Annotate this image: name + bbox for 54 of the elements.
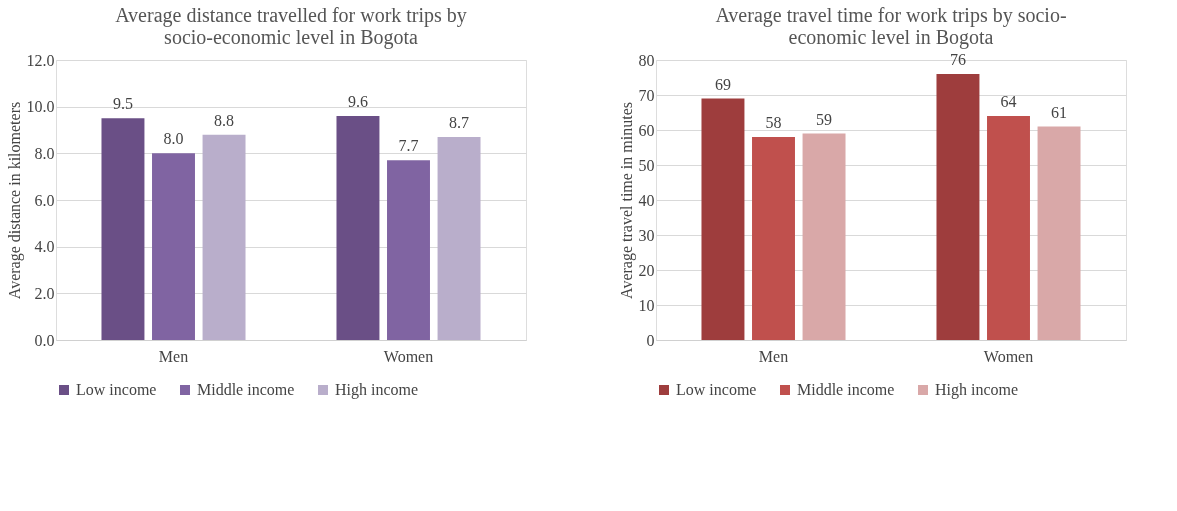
data-label: 9.6 bbox=[347, 93, 368, 110]
x-tick-label: Men bbox=[158, 347, 189, 365]
y-tick-label: 0.0 bbox=[34, 331, 55, 349]
bar bbox=[1037, 126, 1081, 340]
data-label: 59 bbox=[816, 110, 833, 128]
legend-label: Middle income bbox=[797, 381, 895, 398]
y-tick-label: 0 bbox=[646, 331, 655, 349]
y-tick-label: 4.0 bbox=[34, 238, 55, 256]
x-tick-label: Women bbox=[383, 347, 434, 365]
data-label: 76 bbox=[949, 51, 966, 68]
bar bbox=[152, 153, 195, 340]
y-tick-label: 12.0 bbox=[26, 51, 55, 69]
legend-label: Low income bbox=[676, 381, 757, 398]
y-tick-label: 60 bbox=[638, 121, 655, 139]
chart-title: Average travel time for work trips by socio-economic level in Bogota bbox=[715, 4, 1067, 49]
bar bbox=[101, 118, 145, 340]
data-label: 8.7 bbox=[449, 114, 470, 131]
bar bbox=[936, 74, 980, 340]
y-tick-label: 10.0 bbox=[26, 98, 55, 116]
data-label: 8.8 bbox=[214, 111, 235, 129]
bar bbox=[202, 134, 246, 340]
y-tick-label: 50 bbox=[638, 156, 655, 174]
legend-label: Low income bbox=[76, 381, 157, 398]
data-label: 69 bbox=[714, 75, 731, 93]
y-axis-title: Average travel time in minutes bbox=[617, 102, 636, 299]
y-tick-label: 40 bbox=[638, 191, 655, 209]
data-label: 64 bbox=[1000, 93, 1017, 110]
data-label: 58 bbox=[765, 114, 782, 131]
bar bbox=[802, 133, 846, 340]
y-axis-title: Average distance in kilometers bbox=[5, 101, 24, 300]
chart-title: Average distance travelled for work trips by socio-economic level in Bogota bbox=[115, 4, 467, 49]
y-tick-label: 10 bbox=[638, 296, 655, 314]
y-tick-label: 6.0 bbox=[34, 191, 55, 209]
x-tick-label: Women bbox=[983, 347, 1034, 365]
y-tick-label: 70 bbox=[638, 86, 655, 104]
bar bbox=[987, 116, 1030, 340]
x-tick-label: Men bbox=[758, 347, 789, 365]
data-label: 7.7 bbox=[398, 137, 419, 155]
y-tick-label: 30 bbox=[638, 226, 655, 244]
y-tick-label: 2.0 bbox=[34, 284, 55, 302]
legend-label: High income bbox=[335, 381, 419, 399]
bar bbox=[701, 98, 745, 340]
legend-label: High income bbox=[935, 381, 1019, 399]
y-tick-label: 8.0 bbox=[34, 144, 55, 162]
y-tick-label: 20 bbox=[638, 261, 655, 279]
legend-label: Middle income bbox=[197, 381, 295, 398]
data-label: 9.5 bbox=[112, 95, 133, 113]
data-label: 8.0 bbox=[163, 130, 184, 148]
data-label: 61 bbox=[1051, 103, 1068, 121]
bar bbox=[437, 137, 481, 340]
bar bbox=[336, 116, 380, 340]
bar bbox=[752, 137, 795, 340]
bar bbox=[387, 160, 430, 340]
y-tick-label: 80 bbox=[638, 51, 655, 69]
